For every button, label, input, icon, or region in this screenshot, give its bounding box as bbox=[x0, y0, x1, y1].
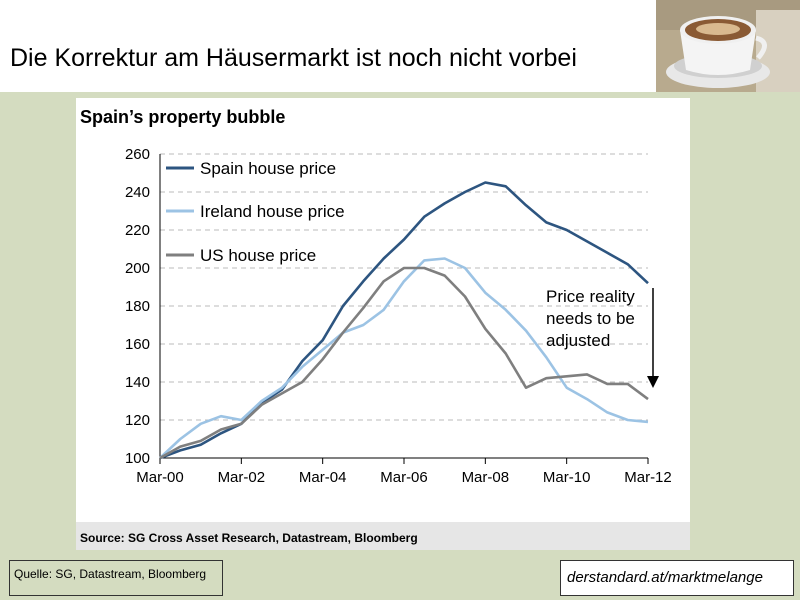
x-tick-label: Mar-02 bbox=[218, 469, 266, 486]
slide-header: Die Korrektur am Häusermarkt ist noch ni… bbox=[0, 0, 800, 92]
x-tick-label: Mar-06 bbox=[380, 469, 428, 486]
annotation-arrow-head bbox=[647, 376, 659, 388]
x-tick-label: Mar-08 bbox=[462, 469, 510, 486]
brand-link[interactable]: derstandard.at/marktmelange bbox=[560, 560, 794, 596]
slide-title: Die Korrektur am Häusermarkt ist noch ni… bbox=[10, 44, 577, 72]
y-tick-label: 260 bbox=[125, 146, 150, 163]
legend-us-label: US house price bbox=[200, 246, 316, 265]
x-tick-label: Mar-04 bbox=[299, 469, 347, 486]
y-tick-label: 180 bbox=[125, 298, 150, 315]
ireland-series-line bbox=[159, 257, 649, 459]
annotation-text: needs to be bbox=[546, 309, 635, 328]
y-tick-label: 140 bbox=[125, 374, 150, 391]
y-tick-label: 220 bbox=[125, 222, 150, 239]
legend-spain-label: Spain house price bbox=[200, 159, 336, 178]
source-bar bbox=[76, 522, 690, 550]
line-chart: Spain’s property bubble 100 120 140 160 180 2… bbox=[80, 107, 672, 545]
us-series-line bbox=[159, 266, 649, 460]
y-tick-label: 100 bbox=[125, 450, 150, 467]
y-tick-label: 200 bbox=[125, 260, 150, 277]
annotation-text: adjusted bbox=[546, 331, 610, 350]
x-tick-label: Mar-00 bbox=[136, 469, 184, 486]
y-tick-label: 160 bbox=[125, 336, 150, 353]
x-tick-label: Mar-10 bbox=[543, 469, 591, 486]
chart-title: Spain’s property bubble bbox=[80, 107, 285, 127]
chart-source: Source: SG Cross Asset Research, Datastr… bbox=[80, 531, 418, 545]
y-tick-label: 240 bbox=[125, 184, 150, 201]
y-tick-label: 120 bbox=[125, 412, 150, 429]
source-note: Quelle: SG, Datastream, Bloomberg bbox=[9, 560, 223, 596]
x-tick-label: Mar-12 bbox=[624, 469, 672, 486]
coffee-cup-photo bbox=[656, 0, 800, 92]
chart-panel: Spain’s property bubble 100 120 140 160 180 2… bbox=[76, 98, 690, 550]
legend-ireland-label: Ireland house price bbox=[200, 202, 345, 221]
annotation-text: Price reality bbox=[546, 287, 635, 306]
